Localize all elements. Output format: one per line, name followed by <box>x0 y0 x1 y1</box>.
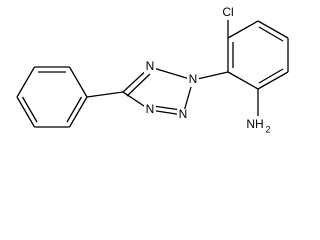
bond <box>16 66 36 98</box>
atom-label: N <box>146 59 155 73</box>
label-bg <box>177 109 189 122</box>
label-bg <box>218 6 238 20</box>
label-bg <box>144 60 156 73</box>
bond <box>258 68 284 84</box>
bond <box>86 91 124 98</box>
atom-labels: Cl N N N N NH 2 <box>144 5 271 134</box>
bond <box>21 96 38 123</box>
bond <box>16 96 36 128</box>
atom-label: N <box>146 102 155 116</box>
bond <box>257 71 289 90</box>
bond <box>149 66 194 81</box>
label-bg <box>144 104 156 117</box>
atom-label: N <box>179 107 188 121</box>
atom-label: NH <box>246 117 263 131</box>
bond <box>126 73 151 97</box>
label-bg <box>187 74 199 87</box>
bond <box>68 96 88 128</box>
bond <box>66 96 83 123</box>
atom-subscript: 2 <box>265 124 270 134</box>
atom-label: N <box>189 72 198 86</box>
structure-diagram: Cl N N N N NH 2 <box>16 5 289 134</box>
bond <box>68 66 88 98</box>
bond <box>227 20 259 39</box>
bond <box>152 105 182 111</box>
bond <box>227 71 259 90</box>
atom-label: Cl <box>222 5 233 19</box>
label-bg <box>247 117 271 133</box>
bond <box>257 20 289 39</box>
bond <box>258 26 284 42</box>
